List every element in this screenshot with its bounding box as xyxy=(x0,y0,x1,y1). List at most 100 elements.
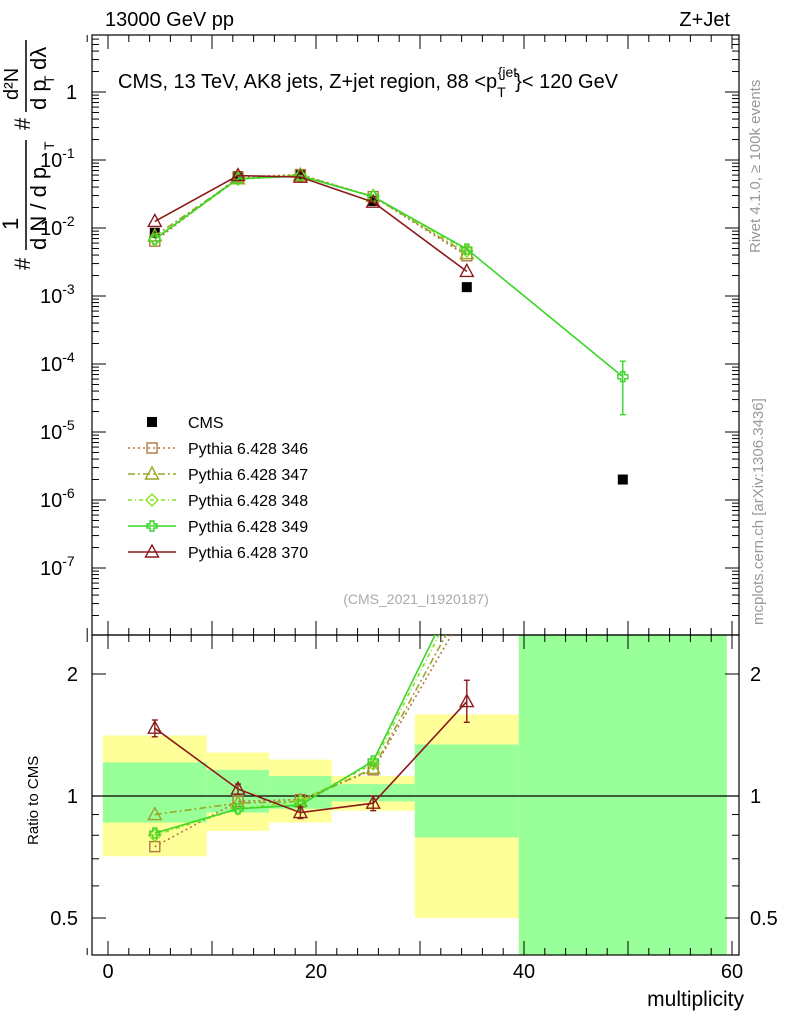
main-series-4 xyxy=(149,170,629,416)
legend: CMS Pythia 6.428 346 Pythia 6.428 347 Pythi… xyxy=(128,415,308,562)
svg-text:d p: d p xyxy=(26,79,51,110)
ratio-data-point xyxy=(459,693,475,708)
ratio-data-point xyxy=(147,806,163,821)
main-data-point xyxy=(147,227,163,242)
main-data-point xyxy=(292,168,309,183)
legend-entry: Pythia 6.428 370 xyxy=(128,543,308,562)
legend-entry: Pythia 6.428 348 xyxy=(128,493,308,510)
legend-marker xyxy=(144,543,160,558)
ratio-data-point xyxy=(462,566,472,576)
x-tick-label: 40 xyxy=(513,961,535,983)
ratio-y-tick-label-right: 0.5 xyxy=(750,908,778,930)
main-series-line-2 xyxy=(154,174,468,255)
legend-label: CMS xyxy=(188,415,224,432)
main-data-point xyxy=(367,190,379,203)
main-y-tick-label: 10-5 xyxy=(40,417,75,444)
svg-text:d²N: d²N xyxy=(1,68,23,100)
legend-marker xyxy=(147,417,157,427)
x-axis-label: multiplicity xyxy=(647,988,744,1011)
ratio-uncertainty-bands xyxy=(102,635,727,955)
main-y-tick-label: 10-6 xyxy=(40,485,75,512)
legend-label: Pythia 6.428 348 xyxy=(188,493,308,510)
ratio-y-tick-label-right: 2 xyxy=(750,664,761,686)
ratio-y-tick-label-left: 2 xyxy=(67,664,78,686)
main-data-point xyxy=(461,243,473,255)
main-y-tick-label: 10-7 xyxy=(40,553,75,580)
svg-text:d N / d p: d N / d p xyxy=(26,167,51,250)
ratio-data-point xyxy=(147,828,162,843)
legend-entry: Pythia 6.428 349 xyxy=(128,519,308,536)
main-series-5 xyxy=(147,167,475,278)
legend-marker xyxy=(145,493,159,507)
main-data-point xyxy=(459,262,475,278)
svg-text:T: T xyxy=(41,75,57,84)
ratio-data-point xyxy=(149,827,161,839)
header-process-label: Z+Jet xyxy=(679,9,730,31)
main-series-3 xyxy=(147,168,474,258)
main-series-line-3 xyxy=(154,174,468,252)
x-tick-label: 60 xyxy=(721,961,743,983)
main-data-point xyxy=(295,169,306,180)
ratio-data-point xyxy=(230,780,246,795)
ratio-y-tick-label-right: 1 xyxy=(750,786,761,808)
main-y-tick-label: 10-4 xyxy=(40,349,75,376)
ratio-data-point xyxy=(147,719,163,734)
main-data-point xyxy=(617,474,628,485)
ratio-data-point xyxy=(232,803,244,815)
ratio-axis-ticks: 0.5 0.51 12 20 20 40 60 xyxy=(50,635,778,983)
main-series-group xyxy=(147,166,629,485)
main-y-tick-label: 10-2 xyxy=(40,213,75,240)
main-data-point xyxy=(459,243,474,258)
x-tick-label: 20 xyxy=(305,961,327,983)
ratio-data-point xyxy=(292,804,309,819)
main-series-line-4 xyxy=(154,175,624,378)
ratio-band-green xyxy=(102,762,207,823)
legend-label: Pythia 6.428 347 xyxy=(188,467,308,484)
main-y-axis-label: # 1 d N / d p T # d²N d p T dλ xyxy=(0,40,57,270)
legend-marker xyxy=(146,442,158,454)
x-tick-label: 0 xyxy=(102,961,113,983)
main-series-line-5 xyxy=(154,174,468,273)
main-series-2 xyxy=(147,166,475,260)
ratio-data-point xyxy=(367,755,379,767)
svg-text:dλ: dλ xyxy=(26,47,51,70)
main-data-point xyxy=(365,193,381,208)
ratio-series-4 xyxy=(147,679,475,820)
ratio-y-tick-label-left: 0.5 xyxy=(50,908,78,930)
legend-label: Pythia 6.428 346 xyxy=(188,441,308,458)
main-series-1 xyxy=(149,168,473,262)
svg-text:1: 1 xyxy=(0,218,23,230)
legend-label: Pythia 6.428 349 xyxy=(188,519,308,536)
ratio-panel-frame xyxy=(91,634,740,956)
ratio-data-point xyxy=(365,794,381,809)
main-axis-ticks: 10-7 10-6 10-5 10-4 10-3 10-2 10-1 1 xyxy=(40,35,739,635)
ratio-band-green xyxy=(331,784,415,802)
legend-entry: Pythia 6.428 347 xyxy=(128,465,308,484)
header-energy-label: 13000 GeV pp xyxy=(105,9,234,31)
ratio-y-tick-label-left: 1 xyxy=(67,786,78,808)
main-series-0 xyxy=(149,169,628,485)
main-y-tick-label: 10-3 xyxy=(40,281,75,308)
legend-label: Pythia 6.428 370 xyxy=(188,545,308,562)
rivet-version-label: Rivet 4.1.0, ≥ 100k events xyxy=(747,80,764,253)
plot-title: CMS, 13 TeV, AK8 jets, Z+jet region, 88 … xyxy=(118,64,619,100)
legend-marker xyxy=(146,520,158,532)
legend-entry: CMS xyxy=(147,415,224,432)
main-data-point xyxy=(149,233,161,245)
ratio-series-group xyxy=(147,566,475,853)
main-y-tick-label: 10-1 xyxy=(40,145,75,172)
ratio-y-axis-label: Ratio to CMS xyxy=(25,756,42,845)
legend-marker xyxy=(144,465,160,480)
main-data-point xyxy=(461,282,472,293)
ratio-data-point xyxy=(366,756,381,771)
svg-text:T: T xyxy=(41,141,57,150)
main-series-line-1 xyxy=(154,173,468,257)
ratio-data-point xyxy=(461,575,473,587)
mcplots-reference-label: mcplots.cern.ch [arXiv:1306.3436] xyxy=(750,398,767,625)
main-data-point xyxy=(617,371,629,383)
legend-entry: Pythia 6.428 346 xyxy=(128,441,308,458)
ratio-band-green xyxy=(414,744,519,838)
main-y-tick-label: 1 xyxy=(66,82,77,104)
main-data-point xyxy=(147,212,163,228)
